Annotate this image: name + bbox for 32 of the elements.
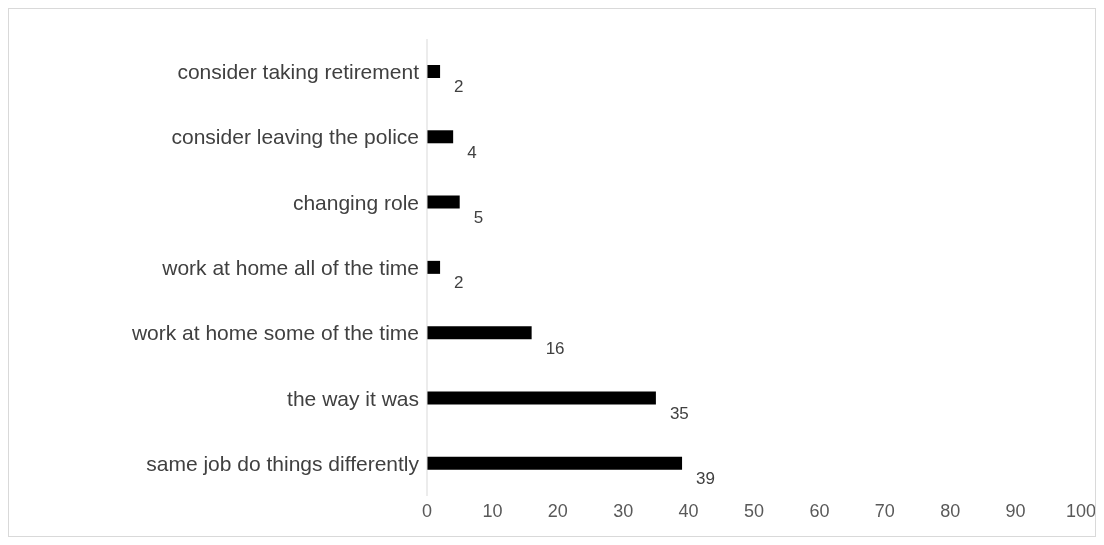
x-tick-label: 100 xyxy=(1065,500,1097,521)
bar xyxy=(427,456,683,470)
bar xyxy=(427,391,656,405)
x-tick-label: 50 xyxy=(743,500,765,521)
data-label: 16 xyxy=(545,338,565,358)
x-tick-label: 20 xyxy=(547,500,568,521)
data-label: 2 xyxy=(454,77,464,97)
bar xyxy=(427,260,441,274)
y-tick-label: work at home all of the time xyxy=(161,255,419,279)
y-tick-label: consider leaving the police xyxy=(171,125,419,149)
x-tick-label: 40 xyxy=(678,500,699,521)
x-tick-label: 10 xyxy=(482,500,503,521)
data-label: 5 xyxy=(473,208,484,228)
y-tick-label: consider taking retirement xyxy=(177,60,420,84)
y-tick-label: work at home some of the time xyxy=(130,321,419,345)
data-label: 4 xyxy=(467,142,477,162)
x-tick-label: 30 xyxy=(613,500,634,521)
x-tick-label: 90 xyxy=(1005,500,1026,521)
data-label: 35 xyxy=(669,403,689,423)
x-tick-label: 0 xyxy=(421,500,433,521)
y-tick-label: changing role xyxy=(292,190,419,214)
y-tick-label: the way it was xyxy=(287,386,419,410)
bar xyxy=(427,130,454,144)
x-tick-label: 80 xyxy=(940,500,961,521)
data-label: 39 xyxy=(696,469,715,489)
bar xyxy=(427,326,532,340)
x-tick-label: 70 xyxy=(874,500,895,521)
x-tick-label: 60 xyxy=(809,500,830,521)
data-label: 2 xyxy=(454,273,464,293)
bar xyxy=(427,195,460,209)
y-tick-label: same job do things differently xyxy=(146,451,420,475)
bar xyxy=(427,65,441,78)
